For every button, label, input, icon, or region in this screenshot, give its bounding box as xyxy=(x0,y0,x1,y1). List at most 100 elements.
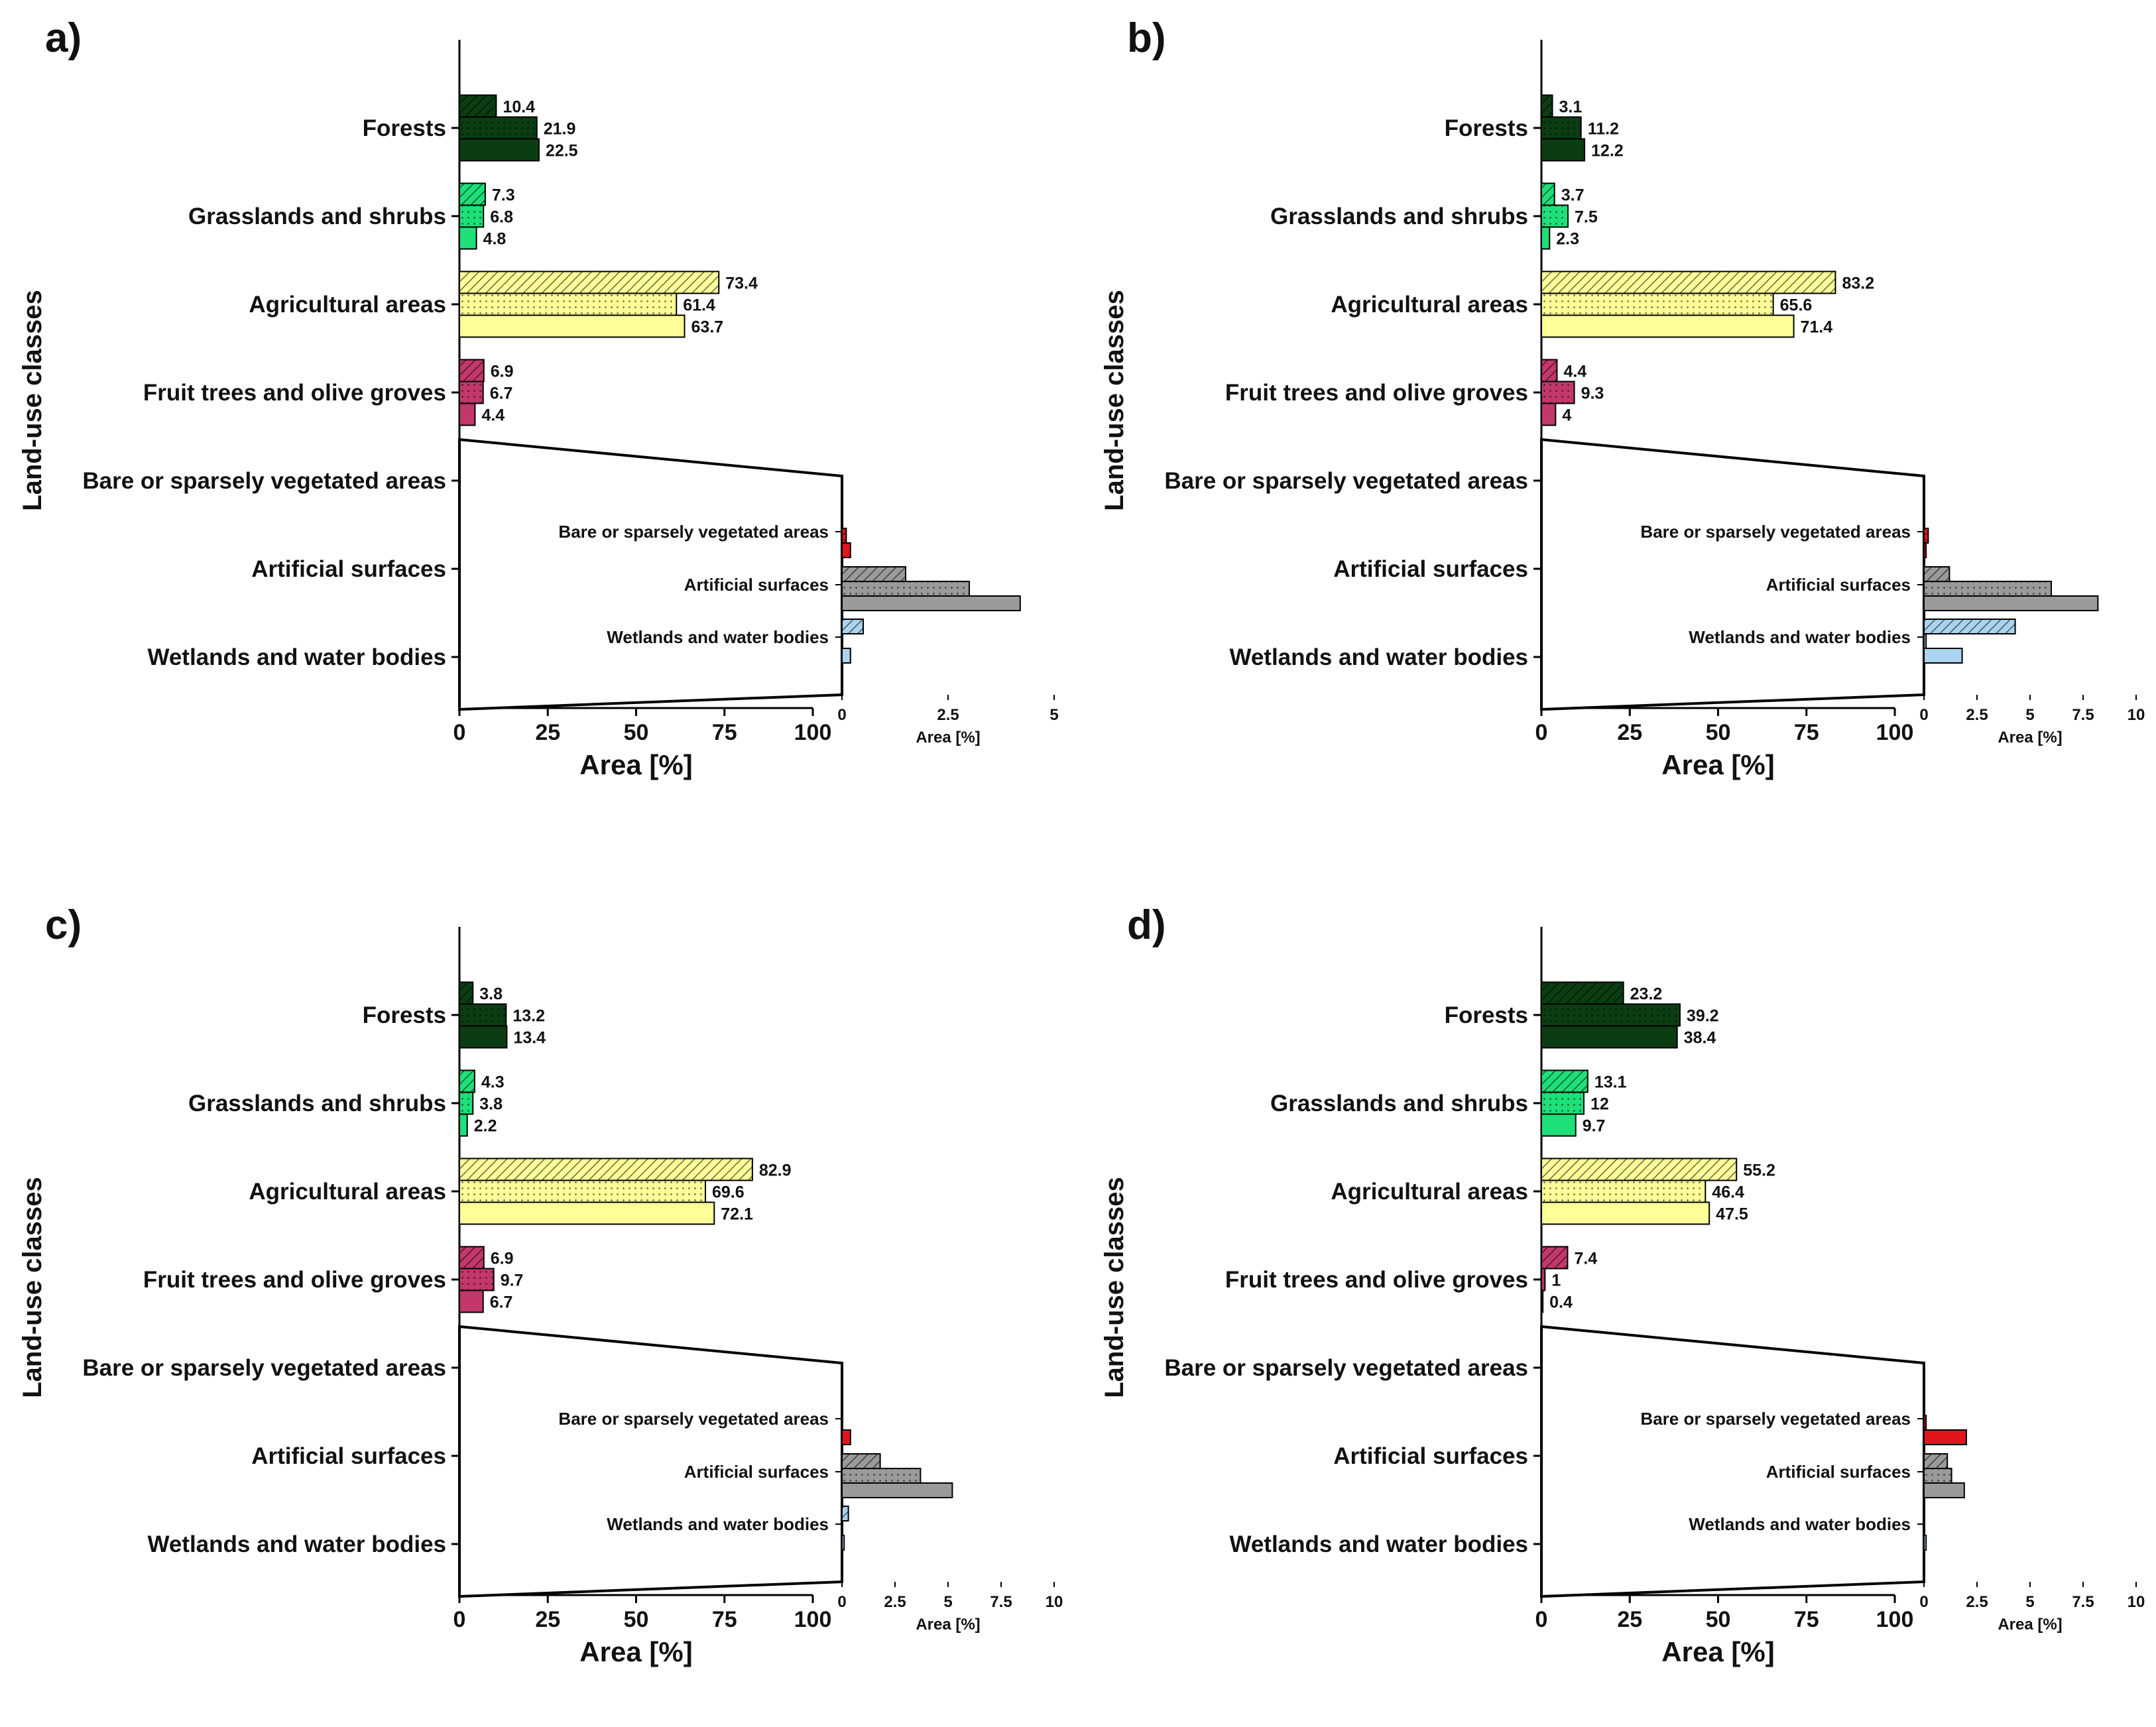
data-label-grasslands-and-shrubs-solid: 2.2 xyxy=(474,1117,497,1136)
inset-x-tick-label: 0 xyxy=(837,706,846,724)
bar-fruit-trees-and-olive-groves-solid xyxy=(1541,1289,1544,1313)
data-label-forests-dotted: 39.2 xyxy=(1687,1007,1719,1026)
category-label-forests: Forests xyxy=(1445,1002,1528,1028)
inset-x-tick-label: 2.5 xyxy=(884,1593,906,1611)
data-label-grasslands-and-shrubs-dotted: 12 xyxy=(1590,1095,1609,1114)
inset-category-label-artificial-surfaces: Artificial surfaces xyxy=(1766,575,1911,595)
category-label-bare-or-sparsely-vegetated-areas: Bare or sparsely vegetated areas xyxy=(1164,468,1528,494)
inset-bar-wetlands-and-water-bodies-dotted-dots xyxy=(1924,634,1927,648)
bar-agricultural-areas-dotted-dots xyxy=(1541,1180,1706,1203)
bar-fruit-trees-and-olive-groves-dotted-dots xyxy=(459,381,483,404)
data-label-forests-solid: 38.4 xyxy=(1684,1029,1716,1047)
x-tick-label: 100 xyxy=(1876,720,1914,745)
inset-x-axis-title: Area [%] xyxy=(916,729,980,746)
y-axis-title: Land-use classes xyxy=(18,1177,47,1398)
data-label-grasslands-and-shrubs-hatched: 7.3 xyxy=(492,186,515,205)
inset-bar-artificial-surfaces-solid xyxy=(1923,1482,1965,1498)
bar-grasslands-and-shrubs-dotted-dots xyxy=(1541,205,1568,227)
inset-bar-bare-or-sparsely-vegetated-areas-dotted-dots xyxy=(842,528,847,543)
inset-bar-artificial-surfaces-hatched-hatch xyxy=(1924,1454,1948,1468)
bar-fruit-trees-and-olive-groves-hatched-hatch xyxy=(459,359,484,382)
inset-category-label-wetlands-and-water-bodies: Wetlands and water bodies xyxy=(1689,627,1911,647)
inset-bar-bare-or-sparsely-vegetated-areas-solid xyxy=(1923,1429,1967,1445)
inset-bar-bare-or-sparsely-vegetated-areas-solid xyxy=(841,1429,851,1445)
bar-grasslands-and-shrubs-dotted-dots xyxy=(459,205,484,227)
category-label-bare-or-sparsely-vegetated-areas: Bare or sparsely vegetated areas xyxy=(1164,1355,1528,1381)
inset-bar-bare-or-sparsely-vegetated-areas-solid xyxy=(1923,542,1927,558)
inset-x-tick-label: 5 xyxy=(2025,706,2034,724)
x-tick-label: 25 xyxy=(1617,1607,1642,1632)
data-label-agricultural-areas-hatched: 83.2 xyxy=(1842,274,1874,293)
data-label-agricultural-areas-solid: 63.7 xyxy=(691,318,724,337)
category-label-grasslands-and-shrubs: Grasslands and shrubs xyxy=(1270,1091,1528,1116)
bar-forests-solid xyxy=(1541,138,1586,162)
x-tick-label: 25 xyxy=(535,720,560,745)
inset-bar-wetlands-and-water-bodies-hatched-hatch xyxy=(1924,619,2015,634)
data-label-forests-dotted: 13.2 xyxy=(512,1007,545,1026)
bar-forests-dotted-dots xyxy=(459,117,537,139)
bar-forests-hatched-hatch xyxy=(459,95,497,117)
data-label-fruit-trees-and-olive-groves-hatched: 7.4 xyxy=(1574,1250,1597,1268)
bar-fruit-trees-and-olive-groves-solid xyxy=(459,1289,484,1313)
x-tick-label: 100 xyxy=(794,720,832,745)
category-label-artificial-surfaces: Artificial surfaces xyxy=(1333,556,1528,582)
inset-bar-artificial-surfaces-hatched-hatch xyxy=(842,567,906,581)
y-axis-title: Land-use classes xyxy=(1100,1177,1129,1398)
category-label-wetlands-and-water-bodies: Wetlands and water bodies xyxy=(147,644,446,670)
x-tick-label: 0 xyxy=(1535,1607,1548,1632)
bar-fruit-trees-and-olive-groves-hatched-hatch xyxy=(459,1246,484,1269)
inset-bar-bare-or-sparsely-vegetated-areas-dotted-dots xyxy=(1924,1415,1927,1430)
inset-bar-wetlands-and-water-bodies-solid xyxy=(1923,1535,1927,1551)
data-label-agricultural-areas-solid: 72.1 xyxy=(721,1205,753,1224)
inset-x-tick-label: 7.5 xyxy=(990,1593,1012,1611)
data-label-grasslands-and-shrubs-hatched: 13.1 xyxy=(1594,1073,1627,1092)
inset-bar-artificial-surfaces-dotted-dots xyxy=(842,1468,921,1483)
data-label-fruit-trees-and-olive-groves-hatched: 4.4 xyxy=(1563,363,1587,381)
data-label-agricultural-areas-dotted: 65.6 xyxy=(1780,296,1813,315)
inset-x-tick-label: 2.5 xyxy=(1966,1593,1988,1611)
inset-bar-artificial-surfaces-hatched-hatch xyxy=(1924,567,1950,581)
inset-bar-artificial-surfaces-solid xyxy=(841,595,1021,611)
x-tick-label: 50 xyxy=(624,1607,649,1632)
bar-agricultural-areas-solid xyxy=(1541,314,1795,338)
inset-bar-bare-or-sparsely-vegetated-areas-dotted-dots xyxy=(1924,528,1929,543)
bar-forests-dotted-dots xyxy=(1541,117,1581,139)
bar-grasslands-and-shrubs-hatched-hatch xyxy=(1541,1070,1588,1093)
bar-forests-dotted-dots xyxy=(1541,1004,1680,1026)
x-tick-label: 0 xyxy=(1535,720,1548,745)
bar-grasslands-and-shrubs-hatched-hatch xyxy=(459,183,485,206)
data-label-grasslands-and-shrubs-dotted: 3.8 xyxy=(479,1095,503,1114)
category-label-artificial-surfaces: Artificial surfaces xyxy=(1333,1443,1528,1469)
inset-category-label-bare-or-sparsely-vegetated-areas: Bare or sparsely vegetated areas xyxy=(558,1409,829,1429)
inset-x-tick-label: 5 xyxy=(2025,1593,2034,1611)
inset-category-label-bare-or-sparsely-vegetated-areas: Bare or sparsely vegetated areas xyxy=(558,522,829,542)
x-tick-label: 50 xyxy=(1706,720,1731,745)
x-axis-title: Area [%] xyxy=(579,749,692,780)
category-label-bare-or-sparsely-vegetated-areas: Bare or sparsely vegetated areas xyxy=(82,468,446,494)
bar-agricultural-areas-hatched-hatch xyxy=(1541,271,1836,294)
inset-bar-artificial-surfaces-hatched-hatch xyxy=(842,1454,880,1468)
inset-x-tick-label: 10 xyxy=(1046,1593,1063,1611)
inset-x-tick-label: 10 xyxy=(2127,706,2145,724)
data-label-fruit-trees-and-olive-groves-dotted: 9.3 xyxy=(1581,385,1604,403)
category-label-fruit-trees-and-olive-groves: Fruit trees and olive groves xyxy=(143,380,446,406)
x-tick-label: 75 xyxy=(1794,720,1819,745)
x-axis-title: Area [%] xyxy=(1661,1636,1774,1667)
bar-fruit-trees-and-olive-groves-solid xyxy=(459,402,476,426)
data-label-grasslands-and-shrubs-solid: 4.8 xyxy=(483,230,507,249)
bar-agricultural-areas-solid xyxy=(459,314,686,338)
inset-x-tick-label: 5 xyxy=(943,1593,952,1611)
inset-bar-wetlands-and-water-bodies-solid xyxy=(841,648,851,664)
data-label-grasslands-and-shrubs-hatched: 4.3 xyxy=(481,1073,505,1092)
inset-x-tick-label: 7.5 xyxy=(2072,706,2094,724)
inset-category-label-wetlands-and-water-bodies: Wetlands and water bodies xyxy=(1689,1514,1911,1534)
data-label-grasslands-and-shrubs-dotted: 7.5 xyxy=(1575,208,1598,227)
inset-bar-artificial-surfaces-solid xyxy=(841,1482,953,1498)
y-axis-title: Land-use classes xyxy=(1100,290,1129,511)
x-tick-label: 0 xyxy=(453,720,466,745)
